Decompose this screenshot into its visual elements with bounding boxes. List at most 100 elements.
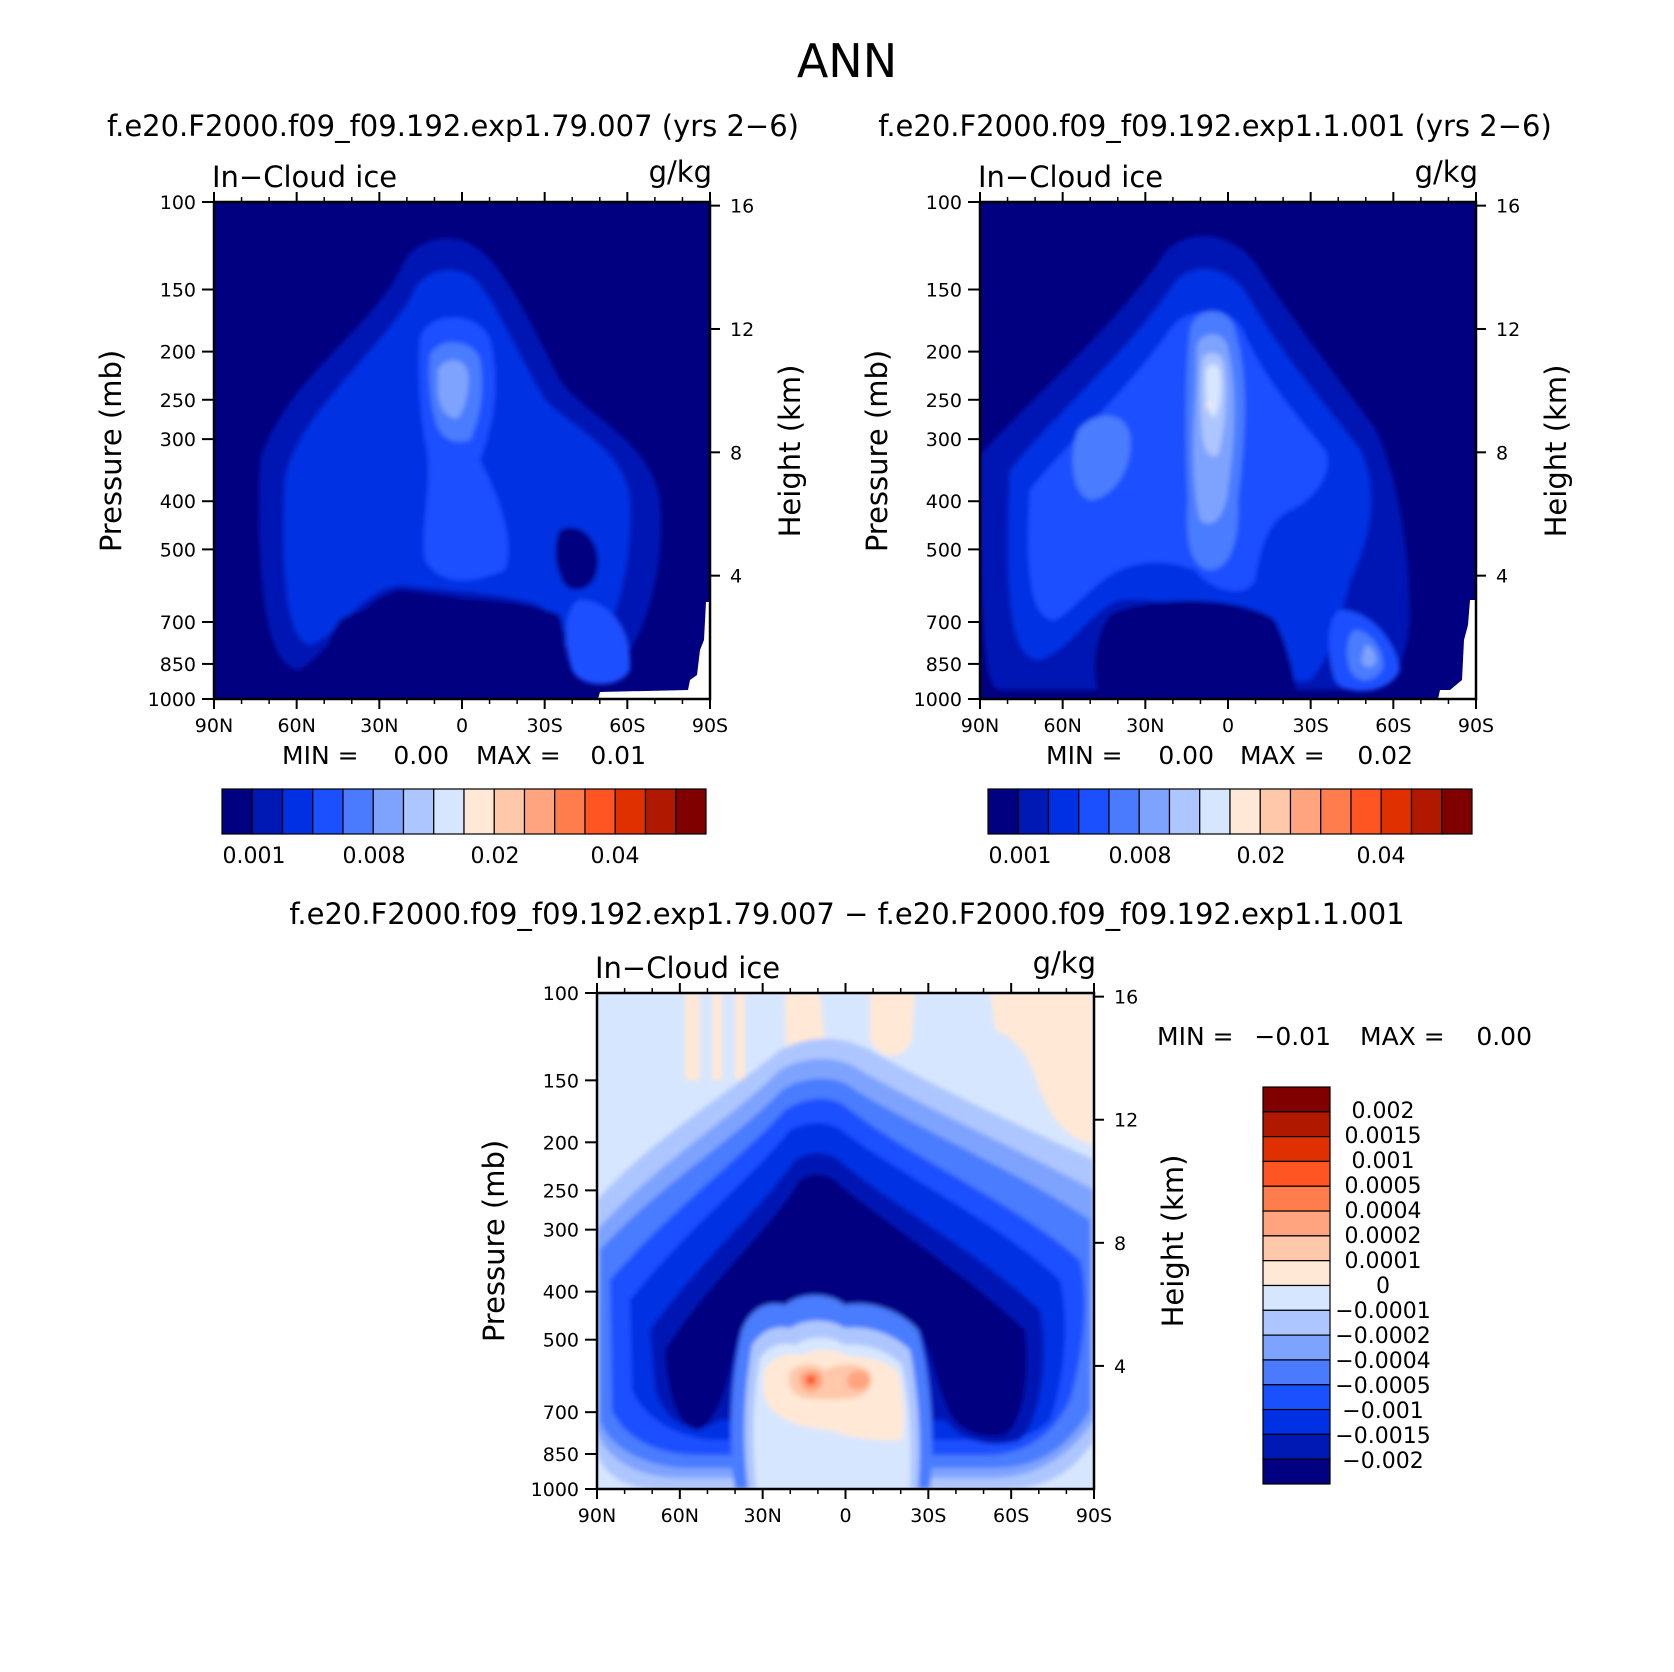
height-tick-label: 16 <box>730 196 754 218</box>
panel-1-units-label: g/kg <box>649 155 712 189</box>
y-tick-label: 250 <box>160 390 196 412</box>
colorbar-swatch <box>675 788 707 835</box>
height-tick-label: 4 <box>1496 566 1508 588</box>
colorbar-swatch <box>402 788 435 835</box>
y-tick-label: 150 <box>926 280 962 302</box>
panel-2-variable-label: In−Cloud ice <box>978 160 1163 194</box>
height-tick-label: 4 <box>1114 1356 1126 1378</box>
colorbar-label: 0.0002 <box>1345 1224 1422 1249</box>
colorbar-swatch <box>1262 1136 1331 1163</box>
panel-3-y-ticks: 100 150 200 250 300 400 500 700 850 1000 <box>531 983 597 1501</box>
panel-1-min-label: MIN = <box>282 741 359 770</box>
panel-1-variable-label: In−Cloud ice <box>212 160 397 194</box>
x-tick-label: 30N <box>743 1505 781 1527</box>
height-tick-label: 8 <box>1114 1233 1126 1255</box>
x-tick-label: 90S <box>1076 1505 1112 1527</box>
panel-2-height-ticks: 16 12 8 4 <box>1476 196 1520 588</box>
colorbar-swatch <box>987 788 1019 835</box>
colorbar-swatch <box>1262 1160 1331 1187</box>
colorbar-label: 0.0001 <box>1345 1249 1422 1274</box>
height-tick-label: 12 <box>1114 1110 1138 1132</box>
panel-2-contours <box>980 235 1410 699</box>
y-tick-label: 400 <box>543 1282 579 1304</box>
panel-3-colorbar <box>1262 1086 1331 1485</box>
panel-3-height-ticks: 16 12 8 4 <box>1094 987 1138 1378</box>
panel-3-contour-20 <box>806 1375 816 1385</box>
colorbar-swatch <box>1262 1309 1331 1336</box>
colorbar-label: 0.0015 <box>1345 1124 1422 1149</box>
panel-1-min-value: 0.00 <box>393 741 449 770</box>
x-tick-label: 60S <box>609 715 645 737</box>
colorbar-swatch <box>1229 788 1261 835</box>
colorbar-swatch <box>1262 1260 1331 1287</box>
colorbar-label: −0.0001 <box>1335 1299 1430 1324</box>
y-tick-label: 500 <box>160 539 196 561</box>
colorbar-label: 0.001 <box>223 844 286 869</box>
y-tick-label: 400 <box>160 491 196 513</box>
height-tick-label: 16 <box>1496 196 1520 218</box>
panel-2-units-label: g/kg <box>1415 155 1478 189</box>
colorbar-swatch <box>251 788 284 835</box>
panel-3-contour-5 <box>870 993 915 1056</box>
height-tick-label: 8 <box>1496 442 1508 464</box>
panel-2-max-label: MAX = <box>1240 741 1325 770</box>
panel-3-min-value: −0.01 <box>1254 1022 1331 1051</box>
panel-2-contour-3 <box>1028 311 1328 620</box>
panel-3-right-axis-title: Height (km) <box>1156 1155 1190 1328</box>
colorbar-swatch <box>281 788 314 835</box>
colorbar-swatch <box>433 788 465 835</box>
colorbar-label: −0.0005 <box>1335 1374 1430 1399</box>
colorbar-swatch <box>1289 788 1322 835</box>
y-tick-label: 200 <box>543 1132 579 1154</box>
colorbar-swatch <box>1262 1408 1331 1435</box>
colorbar-swatch <box>1078 788 1110 835</box>
panel-1-right-axis-title: Height (km) <box>773 365 807 538</box>
panel-1-contour-6 <box>566 600 631 685</box>
panel-3-contours <box>597 993 1094 1489</box>
colorbar-label: 0.04 <box>591 844 640 869</box>
colorbar-swatch <box>372 788 405 835</box>
panel-1-subtitle: f.e20.F2000.f09_f09.192.exp1.79.007 (yrs… <box>107 109 799 143</box>
x-tick-label: 30S <box>910 1505 946 1527</box>
y-tick-label: 200 <box>160 342 196 364</box>
colorbar-label: 0.0004 <box>1345 1199 1422 1224</box>
x-tick-label: 90N <box>578 1505 616 1527</box>
x-tick-label: 90S <box>692 715 728 737</box>
panel-2-x-ticks: 90N 60N 30N 0 30S 60S 90S <box>961 192 1494 737</box>
panel-1-x-ticks: 90N 60N 30N 0 30S 60S 90S <box>195 192 728 737</box>
y-tick-label: 150 <box>160 280 196 302</box>
panel-2-plot-area <box>980 202 1476 699</box>
panel-3-contour-6 <box>990 993 1094 1145</box>
colorbar-swatch <box>1410 788 1443 835</box>
panel-1-y-ticks: 100 150 200 250 300 400 500 700 850 1000 <box>148 192 214 711</box>
height-tick-label: 4 <box>730 566 742 588</box>
x-tick-label: 30S <box>527 715 563 737</box>
panel-3-contour-3 <box>735 993 745 1080</box>
panel-1-contours <box>259 238 661 699</box>
y-tick-label: 250 <box>543 1180 579 1202</box>
colorbar-label: 0.02 <box>471 844 520 869</box>
colorbar-swatch <box>1380 788 1413 835</box>
x-tick-label: 30N <box>1126 715 1164 737</box>
y-tick-label: 100 <box>543 983 579 1005</box>
colorbar-swatch <box>1108 788 1140 835</box>
x-tick-label: 90N <box>961 715 999 737</box>
height-tick-label: 16 <box>1114 987 1138 1009</box>
colorbar-label: 0.001 <box>989 844 1052 869</box>
panel-3-x-ticks: 90N 60N 30N 0 30S 60S 90S <box>578 983 1112 1527</box>
panel-2-right-axis-title: Height (km) <box>1539 365 1573 538</box>
panel-3-colorbar-labels: 0.002 0.0015 0.001 0.0005 0.0004 0.0002 … <box>1335 1099 1430 1474</box>
panel-2: f.e20.F2000.f09_f09.192.exp1.1.001 (yrs … <box>860 109 1573 869</box>
panel-1-max-label: MAX = <box>476 741 561 770</box>
colorbar-swatch <box>523 788 556 835</box>
colorbar-swatch <box>554 788 586 835</box>
colorbar-swatch <box>1350 788 1382 835</box>
colorbar-label: 0.0005 <box>1345 1174 1422 1199</box>
colorbar-swatch <box>1262 1284 1331 1311</box>
y-tick-label: 100 <box>926 192 962 214</box>
colorbar-swatch <box>1168 788 1201 835</box>
x-tick-label: 60N <box>277 715 315 737</box>
panel-2-subtitle: f.e20.F2000.f09_f09.192.exp1.1.001 (yrs … <box>878 109 1552 143</box>
colorbar-swatch <box>1262 1185 1331 1212</box>
